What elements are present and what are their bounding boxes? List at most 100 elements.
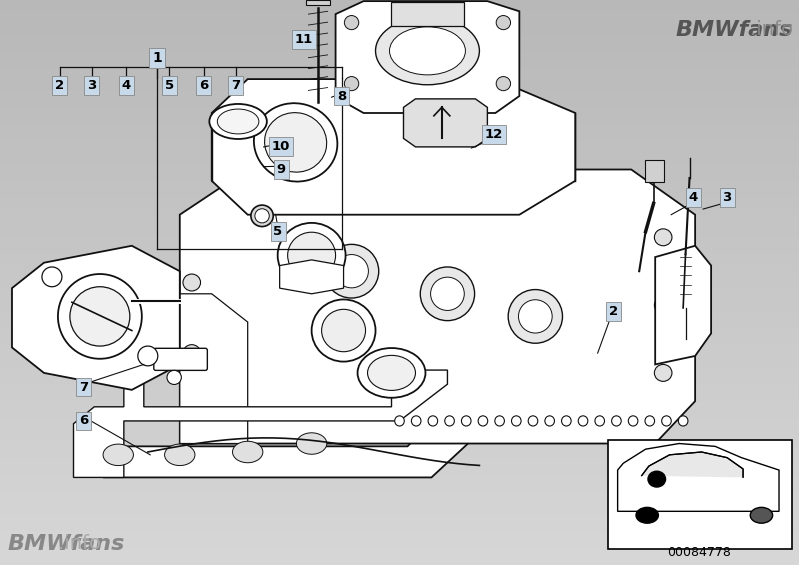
Ellipse shape bbox=[321, 310, 366, 351]
Polygon shape bbox=[12, 246, 180, 390]
Ellipse shape bbox=[335, 255, 368, 288]
Bar bbox=[0, 28, 799, 34]
Bar bbox=[0, 390, 799, 395]
Bar bbox=[0, 153, 799, 158]
Bar bbox=[0, 503, 799, 508]
Bar bbox=[0, 367, 799, 373]
Bar bbox=[0, 141, 799, 147]
Bar bbox=[0, 559, 799, 565]
Ellipse shape bbox=[183, 345, 201, 362]
Bar bbox=[0, 441, 799, 446]
Bar bbox=[0, 525, 799, 531]
Ellipse shape bbox=[519, 300, 552, 333]
Bar bbox=[0, 220, 799, 226]
Bar bbox=[0, 90, 799, 96]
Ellipse shape bbox=[251, 205, 273, 227]
Ellipse shape bbox=[376, 17, 479, 85]
Bar bbox=[0, 198, 799, 203]
Ellipse shape bbox=[562, 416, 571, 426]
Ellipse shape bbox=[368, 355, 415, 390]
Bar bbox=[0, 170, 799, 175]
FancyBboxPatch shape bbox=[645, 160, 664, 182]
Bar bbox=[0, 548, 799, 554]
Ellipse shape bbox=[217, 109, 259, 134]
Polygon shape bbox=[306, 0, 330, 5]
Polygon shape bbox=[212, 79, 575, 215]
Bar bbox=[0, 322, 799, 328]
Bar bbox=[0, 113, 799, 119]
Ellipse shape bbox=[528, 416, 538, 426]
Bar bbox=[0, 136, 799, 141]
Ellipse shape bbox=[445, 416, 455, 426]
Bar bbox=[0, 429, 799, 435]
Bar bbox=[0, 226, 799, 232]
Text: 9: 9 bbox=[276, 163, 286, 176]
Bar bbox=[0, 282, 799, 288]
Ellipse shape bbox=[545, 416, 555, 426]
Ellipse shape bbox=[654, 229, 672, 246]
Ellipse shape bbox=[42, 267, 62, 287]
Ellipse shape bbox=[209, 104, 267, 139]
Bar bbox=[0, 520, 799, 525]
Text: 2: 2 bbox=[609, 305, 618, 319]
Polygon shape bbox=[104, 390, 495, 477]
Ellipse shape bbox=[165, 444, 195, 466]
Text: .info: .info bbox=[8, 534, 101, 553]
Polygon shape bbox=[336, 1, 519, 113]
Bar bbox=[0, 73, 799, 79]
Text: 4: 4 bbox=[689, 191, 698, 205]
Bar bbox=[0, 542, 799, 548]
Ellipse shape bbox=[648, 471, 666, 487]
Ellipse shape bbox=[595, 416, 605, 426]
Ellipse shape bbox=[428, 416, 438, 426]
Bar bbox=[0, 469, 799, 475]
Bar bbox=[0, 23, 799, 28]
Bar bbox=[0, 435, 799, 441]
Bar bbox=[0, 537, 799, 542]
Bar bbox=[0, 56, 799, 62]
Text: 5: 5 bbox=[165, 79, 174, 93]
Text: 00084778: 00084778 bbox=[667, 546, 731, 559]
Bar bbox=[0, 362, 799, 367]
Ellipse shape bbox=[324, 244, 379, 298]
Bar bbox=[0, 232, 799, 237]
Bar bbox=[0, 412, 799, 418]
Ellipse shape bbox=[296, 433, 327, 454]
Ellipse shape bbox=[496, 16, 511, 30]
Polygon shape bbox=[180, 294, 248, 444]
Bar bbox=[0, 6, 799, 11]
Ellipse shape bbox=[654, 364, 672, 381]
Bar bbox=[0, 203, 799, 209]
Ellipse shape bbox=[278, 223, 345, 288]
Bar bbox=[0, 475, 799, 480]
Ellipse shape bbox=[645, 416, 654, 426]
Ellipse shape bbox=[103, 444, 133, 466]
Bar bbox=[0, 508, 799, 514]
Bar bbox=[0, 34, 799, 40]
Polygon shape bbox=[280, 260, 344, 294]
Text: 2: 2 bbox=[55, 79, 65, 93]
Bar bbox=[0, 158, 799, 164]
Bar bbox=[0, 237, 799, 243]
Bar bbox=[0, 181, 799, 186]
Bar bbox=[0, 294, 799, 299]
Text: 10: 10 bbox=[272, 140, 290, 154]
Bar bbox=[0, 486, 799, 492]
Bar bbox=[0, 17, 799, 23]
Text: 11: 11 bbox=[295, 33, 312, 46]
Bar bbox=[0, 277, 799, 282]
Bar bbox=[0, 328, 799, 333]
Bar bbox=[0, 0, 799, 6]
Bar bbox=[0, 463, 799, 469]
Bar bbox=[0, 396, 799, 401]
Bar bbox=[0, 249, 799, 254]
Ellipse shape bbox=[636, 507, 658, 523]
Polygon shape bbox=[74, 370, 447, 477]
Bar bbox=[0, 379, 799, 384]
Bar bbox=[0, 215, 799, 220]
Text: 6: 6 bbox=[79, 414, 89, 428]
Ellipse shape bbox=[390, 27, 465, 75]
Bar bbox=[0, 311, 799, 316]
Bar bbox=[0, 68, 799, 73]
Bar bbox=[0, 260, 799, 266]
